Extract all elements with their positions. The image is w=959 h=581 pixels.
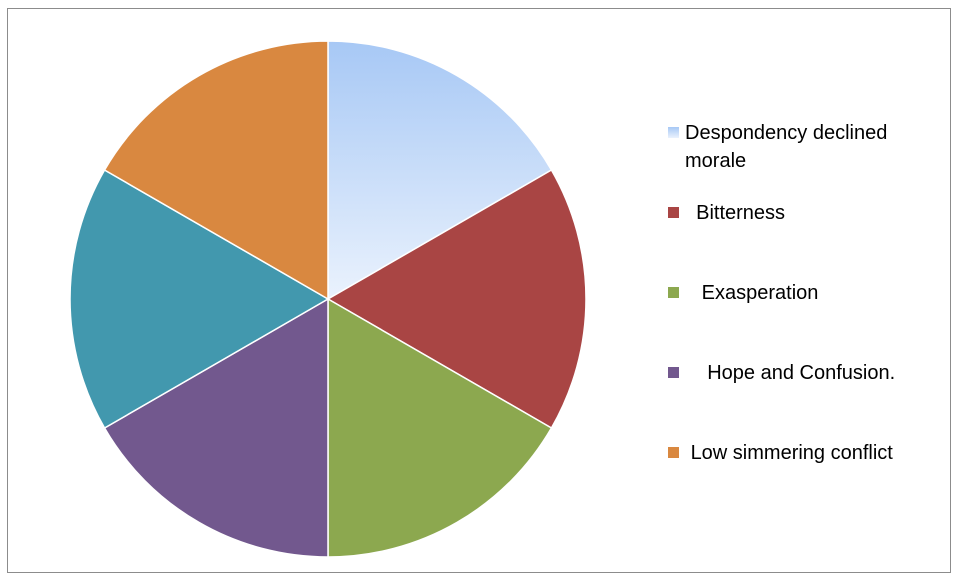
legend-swatch [668, 447, 679, 458]
pie-slice-despondency [327, 40, 553, 301]
legend-swatch [668, 287, 679, 298]
legend-item-bitterness: Bitterness [668, 199, 958, 227]
legend-item-despondency: Despondency declined morale [668, 119, 958, 175]
pie-slices [69, 40, 587, 558]
legend-item-exasperation: Exasperation [668, 279, 958, 307]
pie-slice-hope-and-confusion [103, 297, 329, 558]
pie-slice-low-simmering-conflict [103, 40, 329, 301]
chart-area: Despondency declined morale Bitterness E… [7, 8, 951, 573]
legend-item-low-simmering-conflict: Low simmering conflict [668, 439, 958, 467]
pie-chart [69, 40, 587, 558]
legend-item-hope-and-confusion: Hope and Confusion. [668, 359, 958, 387]
legend-label: Low simmering conflict [685, 442, 893, 464]
legend-label: Exasperation [685, 282, 819, 304]
legend-label: Despondency declined morale [685, 122, 888, 172]
legend-label: Bitterness [685, 202, 786, 224]
pie-slice-teal [69, 168, 330, 430]
pie-slice-bitterness [326, 168, 587, 430]
pie-slice-exasperation [327, 297, 553, 558]
legend-swatch [668, 127, 679, 138]
legend-swatch [668, 207, 679, 218]
legend-swatch [668, 367, 679, 378]
legend-label: Hope and Confusion. [685, 362, 896, 384]
